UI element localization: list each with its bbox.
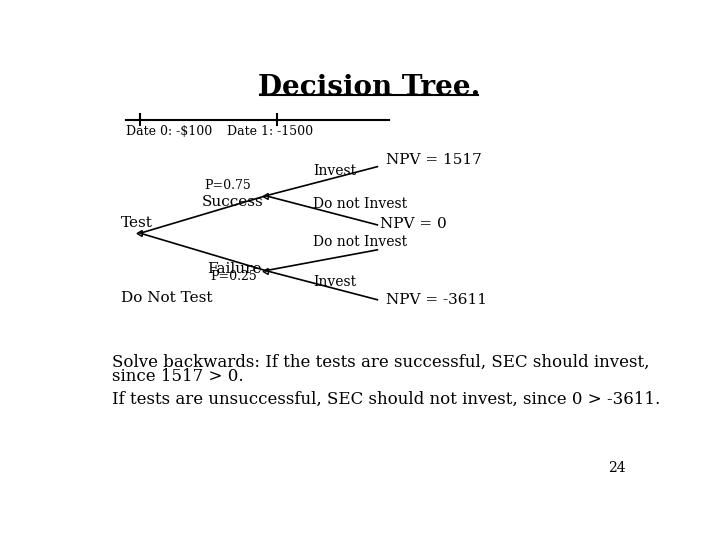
Text: NPV = 0: NPV = 0 — [380, 217, 447, 231]
Text: Solve backwards: If the tests are successful, SEC should invest,: Solve backwards: If the tests are succes… — [112, 354, 650, 370]
Text: Date 0: -$100: Date 0: -$100 — [126, 125, 212, 138]
Text: Do Not Test: Do Not Test — [121, 291, 212, 305]
Text: NPV = -3611: NPV = -3611 — [386, 293, 487, 307]
Text: Decision Tree.: Decision Tree. — [258, 74, 480, 101]
Text: Do not Invest: Do not Invest — [313, 197, 408, 211]
Text: Date 1: -1500: Date 1: -1500 — [227, 125, 312, 138]
Text: P=0.25: P=0.25 — [210, 270, 257, 283]
Text: NPV = 1517: NPV = 1517 — [386, 153, 482, 167]
Text: 24: 24 — [608, 461, 626, 475]
Text: Invest: Invest — [313, 164, 356, 178]
Text: If tests are unsuccessful, SEC should not invest, since 0 > -3611.: If tests are unsuccessful, SEC should no… — [112, 391, 660, 408]
Text: since 1517 > 0.: since 1517 > 0. — [112, 368, 244, 385]
Text: Invest: Invest — [313, 275, 356, 289]
Text: Do not Invest: Do not Invest — [313, 234, 408, 248]
Text: Failure: Failure — [207, 262, 261, 276]
Text: Success: Success — [202, 194, 264, 208]
Text: Test: Test — [121, 216, 153, 230]
Text: P=0.75: P=0.75 — [204, 179, 251, 192]
